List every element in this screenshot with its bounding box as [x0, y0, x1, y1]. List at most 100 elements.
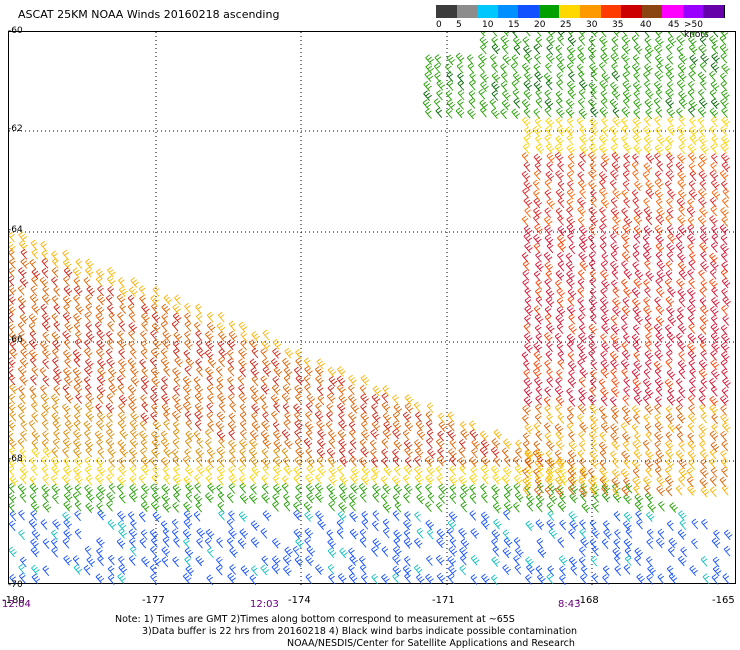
wind-barb — [424, 71, 434, 82]
wind-barb — [589, 313, 597, 325]
wind-barb — [700, 458, 707, 470]
wind-barb — [62, 447, 69, 458]
wind-barb — [372, 510, 380, 521]
wind-barb — [535, 36, 543, 48]
wind-barb — [42, 430, 49, 441]
wind-barb — [445, 107, 453, 119]
wind-barb — [152, 419, 162, 431]
wind-barb — [621, 324, 628, 335]
wind-barb — [524, 423, 534, 435]
wind-barb — [205, 492, 214, 503]
wind-barb — [588, 53, 596, 65]
wind-barb — [632, 324, 640, 336]
wind-barb — [721, 216, 729, 227]
wind-barb — [512, 36, 522, 48]
wind-barb — [9, 402, 16, 413]
wind-barb — [645, 153, 655, 164]
wind-barb — [425, 54, 434, 65]
wind-barb — [578, 556, 586, 568]
wind-barb — [457, 72, 464, 84]
wind-barb — [621, 260, 628, 272]
wind-barb — [425, 108, 432, 119]
wind-barb — [372, 483, 381, 495]
wind-barb — [480, 519, 490, 530]
wind-barb — [578, 241, 588, 253]
lon-label-171: -171 — [432, 595, 455, 606]
wind-barb — [381, 448, 388, 460]
wind-barb — [644, 45, 654, 56]
wind-barb — [588, 297, 598, 308]
wind-barb — [657, 528, 665, 540]
wind-barb — [502, 466, 512, 477]
wind-barb — [294, 411, 301, 423]
wind-barb — [348, 374, 357, 386]
wind-barb — [643, 143, 653, 155]
wind-barb — [305, 483, 315, 494]
wind-barb — [20, 430, 27, 442]
wind-barb — [31, 447, 41, 459]
wind-barb — [282, 456, 290, 468]
wind-barb — [63, 275, 70, 287]
wind-barb — [665, 214, 673, 226]
wind-barb — [644, 36, 652, 48]
wind-barb — [97, 484, 106, 496]
wind-barb — [272, 474, 280, 486]
wind-barb — [633, 484, 640, 496]
wind-barb — [85, 475, 93, 486]
wind-barb — [194, 392, 204, 404]
wind-barb — [393, 546, 402, 557]
wind-barb — [305, 447, 313, 459]
wind-barb — [326, 411, 333, 422]
wind-barb — [633, 43, 643, 55]
wind-barb — [600, 359, 610, 371]
wind-barb — [598, 144, 608, 155]
wind-barb — [9, 340, 17, 352]
note-line-1: Note: 1) Times are GMT 2)Times along bot… — [115, 614, 515, 625]
wind-barb — [691, 538, 698, 550]
wind-barb — [182, 455, 190, 467]
wind-barb — [151, 536, 158, 548]
wind-barb — [480, 106, 487, 118]
wind-barb — [371, 466, 380, 477]
wind-barb — [579, 519, 586, 530]
wind-barb — [62, 384, 70, 395]
wind-barb — [317, 429, 326, 440]
wind-barb — [251, 375, 259, 387]
wind-barb — [249, 358, 259, 370]
wind-barb — [467, 108, 476, 120]
wind-barb — [117, 510, 126, 522]
wind-barb — [654, 403, 661, 415]
wind-barb — [722, 377, 731, 389]
wind-barb — [568, 32, 574, 37]
wind-barb — [503, 509, 510, 521]
wind-barb — [533, 197, 543, 209]
wind-barb — [39, 366, 47, 378]
colorbar-swatch — [662, 5, 684, 18]
wind-barb — [709, 252, 718, 264]
wind-barb — [438, 493, 445, 504]
wind-barb — [459, 546, 468, 558]
wind-barb — [19, 492, 27, 503]
wind-barb — [130, 411, 139, 422]
wind-barb — [150, 294, 159, 306]
wind-barb — [622, 80, 632, 92]
wind-barb — [491, 529, 501, 540]
wind-barb — [31, 275, 38, 287]
wind-barb — [438, 483, 447, 495]
wind-barb — [84, 347, 93, 359]
wind-barb — [601, 538, 609, 550]
wind-barb — [566, 198, 574, 210]
wind-barb — [261, 492, 270, 504]
wind-barb — [710, 260, 719, 271]
wind-barb — [413, 401, 421, 413]
wind-barb — [458, 457, 467, 468]
wind-barb — [271, 563, 281, 575]
wind-barb — [18, 572, 26, 584]
wind-barb — [261, 340, 271, 351]
wind-barb — [588, 251, 596, 263]
wind-barb — [97, 555, 104, 567]
wind-barb — [228, 384, 235, 396]
wind-barb — [721, 484, 729, 496]
wind-barb — [611, 413, 619, 424]
wind-barb — [62, 259, 72, 270]
